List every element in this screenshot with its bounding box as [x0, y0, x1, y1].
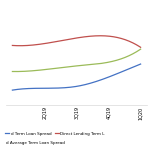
Legend: d Average Term Loan Spread: d Average Term Loan Spread [4, 139, 67, 146]
Legend: d Term Loan Spread, Direct Lending Term L: d Term Loan Spread, Direct Lending Term … [4, 130, 106, 137]
